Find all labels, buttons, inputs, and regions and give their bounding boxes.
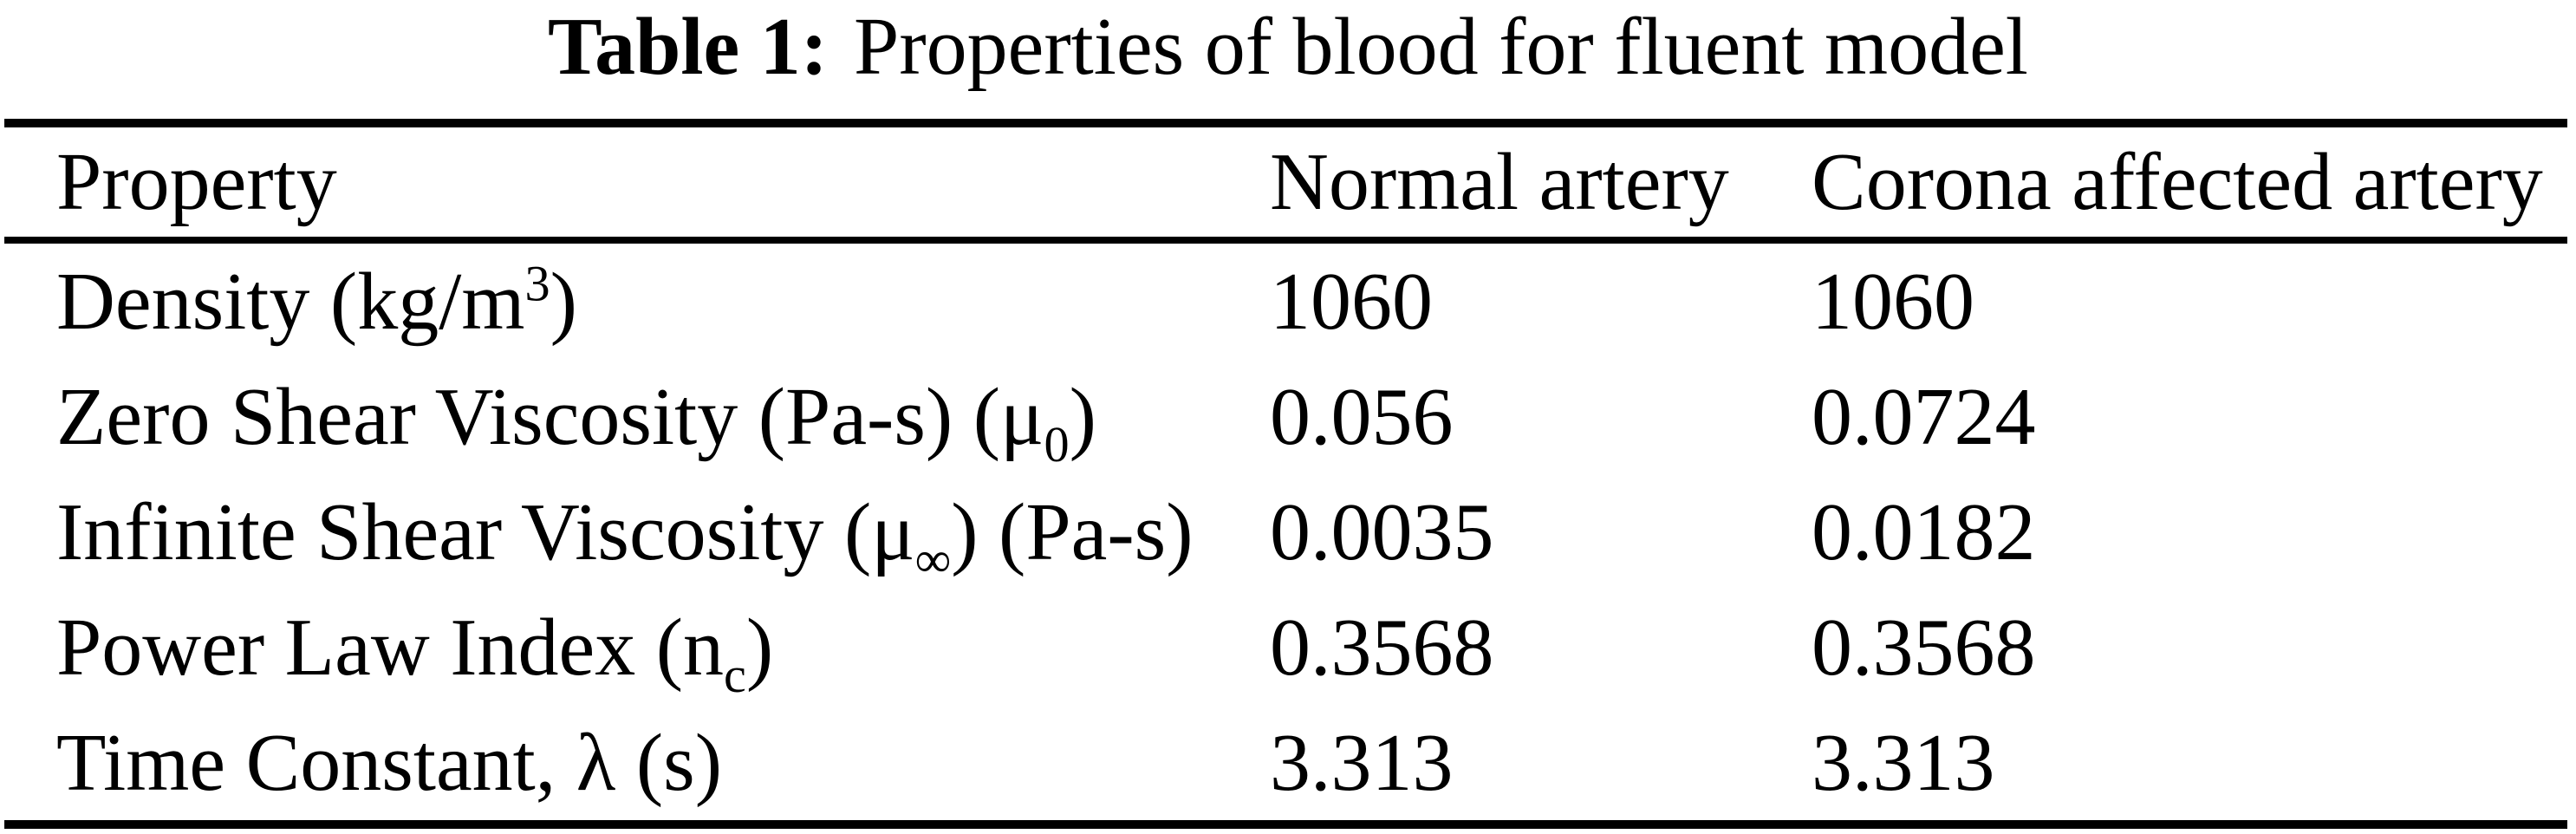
normal-artery-value: 0.3568 bbox=[1270, 602, 1494, 693]
column-header-corona-affected-artery: Corona affected artery bbox=[1812, 123, 2567, 244]
normal-artery-value: 0.056 bbox=[1270, 371, 1454, 462]
header-row: Property Normal artery Corona affected a… bbox=[4, 123, 2567, 244]
property-cell: Infinite Shear Viscosity (μ∞) (Pa-s) bbox=[4, 474, 1270, 590]
column-header-property: Property bbox=[4, 123, 1270, 244]
property-text-post: ) (Pa-s) bbox=[951, 486, 1194, 577]
property-cell: Density (kg/m3) bbox=[4, 240, 1270, 359]
property-text-post: ) bbox=[1069, 371, 1096, 462]
property-text: Density (kg/m bbox=[56, 256, 525, 347]
table-caption-label: Table 1: bbox=[548, 2, 829, 92]
property-text: Infinite Shear Viscosity (μ bbox=[56, 486, 915, 577]
property-text-post: ) bbox=[745, 602, 774, 693]
normal-artery-value: 0.0035 bbox=[1270, 486, 1494, 577]
property-cell: Zero Shear Viscosity (Pa-s) (μ0) bbox=[4, 359, 1270, 474]
corona-artery-value: 3.313 bbox=[1812, 717, 1995, 808]
property-text: Power Law Index (n bbox=[56, 602, 725, 693]
property-subscript: ∞ bbox=[914, 531, 952, 588]
table-row: Power Law Index (nc) 0.3568 0.3568 bbox=[4, 590, 2567, 705]
property-text-post: ) bbox=[550, 256, 577, 347]
normal-artery-value: 1060 bbox=[1270, 256, 1433, 347]
table-row: Zero Shear Viscosity (Pa-s) (μ0) 0.056 0… bbox=[4, 359, 2567, 474]
corona-artery-value: 0.0724 bbox=[1812, 371, 2036, 462]
property-text: Time Constant, λ (s) bbox=[56, 717, 723, 808]
table-caption-text: Properties of blood for fluent model bbox=[854, 2, 2028, 92]
table-row: Time Constant, λ (s) 3.313 3.313 bbox=[4, 705, 2567, 824]
table-row: Infinite Shear Viscosity (μ∞) (Pa-s) 0.0… bbox=[4, 474, 2567, 590]
corona-artery-value: 0.0182 bbox=[1812, 486, 2036, 577]
properties-table: Property Normal artery Corona affected a… bbox=[4, 119, 2567, 829]
property-cell: Time Constant, λ (s) bbox=[4, 705, 1270, 824]
property-subscript: 0 bbox=[1044, 415, 1070, 472]
normal-artery-value: 3.313 bbox=[1270, 717, 1454, 808]
table-row: Density (kg/m3) 1060 1060 bbox=[4, 240, 2567, 359]
corona-artery-value: 1060 bbox=[1812, 256, 1974, 347]
property-text: Zero Shear Viscosity (Pa-s) (μ bbox=[56, 371, 1044, 462]
corona-artery-value: 0.3568 bbox=[1812, 602, 2036, 693]
property-cell: Power Law Index (nc) bbox=[4, 590, 1270, 705]
column-header-normal-artery: Normal artery bbox=[1270, 123, 1812, 244]
table-caption: Table 1: Properties of blood for fluent m… bbox=[0, 0, 2576, 92]
property-subscript: c bbox=[724, 646, 746, 703]
property-superscript: 3 bbox=[524, 255, 550, 312]
